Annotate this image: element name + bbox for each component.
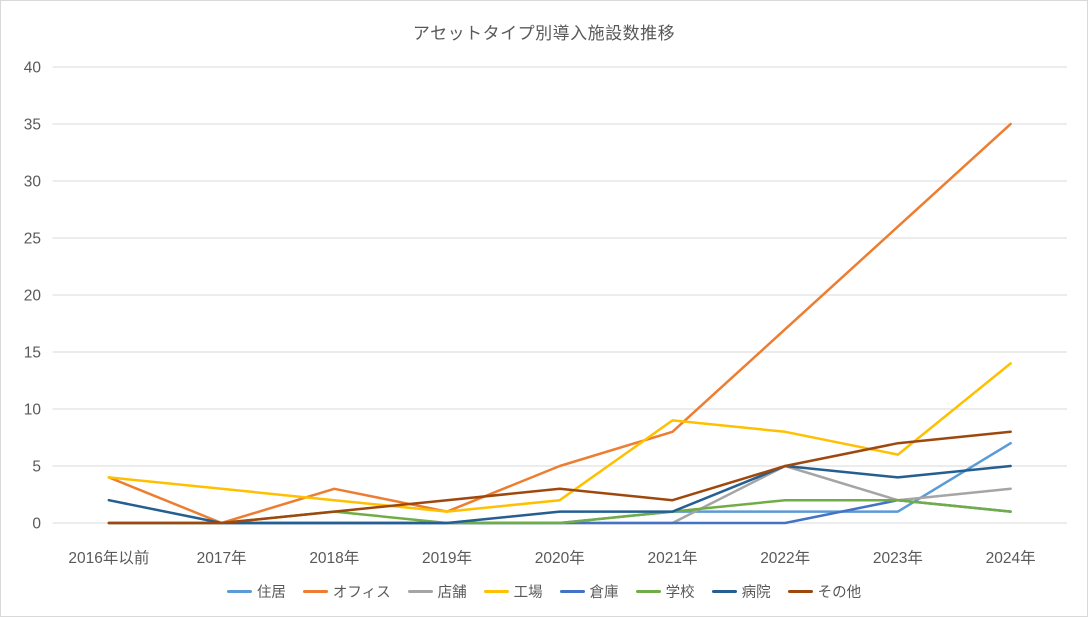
- legend-label: 店舗: [437, 585, 467, 601]
- legend-item: 工場: [483, 581, 543, 602]
- legend-swatch: [407, 590, 433, 593]
- legend-swatch: [559, 590, 585, 593]
- series-line: [107, 430, 1012, 525]
- legend-item: 店舗: [407, 581, 467, 602]
- legend-item: 学校: [635, 581, 695, 602]
- legend-label: オフィス: [332, 585, 391, 601]
- legend-swatch: [302, 590, 328, 593]
- legend-item: オフィス: [302, 581, 391, 602]
- legend-label: 学校: [665, 585, 695, 601]
- x-category-label: 2022年: [760, 549, 810, 567]
- legend-swatch: [635, 590, 661, 593]
- x-category-label: 2019年: [422, 549, 472, 567]
- series-line: [107, 362, 1012, 513]
- legend-swatch: [483, 590, 509, 593]
- legend-label: 病院: [741, 585, 771, 601]
- y-tick-label: 20: [24, 288, 42, 305]
- x-category-label: 2023年: [873, 549, 923, 567]
- gridlines: [52, 66, 1067, 524]
- legend-label: 工場: [513, 585, 543, 601]
- series-line: [107, 122, 1012, 525]
- x-category-label: 2021年: [647, 549, 697, 567]
- legend-item: 住居: [226, 581, 286, 602]
- y-tick-label: 5: [32, 459, 41, 476]
- legend-item: 病院: [711, 581, 771, 602]
- y-tick-label: 15: [24, 345, 41, 362]
- y-tick-label: 40: [24, 60, 42, 77]
- y-axis-labels: 0 5 10 15 20 25 30 35 40: [24, 60, 42, 533]
- series-lines: [107, 122, 1012, 525]
- legend-label: 住居: [256, 585, 286, 601]
- legend-swatch: [711, 590, 737, 593]
- y-tick-label: 0: [32, 516, 41, 533]
- x-category-label: 2020年: [535, 549, 585, 567]
- x-category-label: 2017年: [197, 549, 247, 567]
- series-line: [107, 464, 1012, 525]
- legend-item: 倉庫: [559, 581, 619, 602]
- legend-label: 倉庫: [589, 585, 619, 601]
- y-tick-label: 10: [24, 402, 42, 419]
- x-category-label: 2018年: [309, 549, 359, 567]
- x-category-label: 2024年: [986, 549, 1036, 567]
- x-axis-labels: 2016年以前 2017年 2018年 2019年 2020年 2021年 2022年 202…: [68, 549, 1035, 567]
- legend-swatch: [226, 590, 252, 593]
- x-category-label: 2016年以前: [68, 549, 149, 567]
- chart-title: アセットタイプ別導入施設数推移: [412, 24, 676, 43]
- legend-item: その他: [787, 581, 862, 602]
- y-tick-label: 35: [24, 117, 41, 134]
- legend-swatch: [787, 590, 813, 593]
- legend-label: その他: [817, 585, 862, 601]
- y-tick-label: 25: [24, 231, 41, 248]
- chart-legend: 住居 オフィス 店舗 工場 倉庫 学校 病院 その他: [1, 581, 1087, 602]
- y-tick-label: 30: [24, 174, 42, 191]
